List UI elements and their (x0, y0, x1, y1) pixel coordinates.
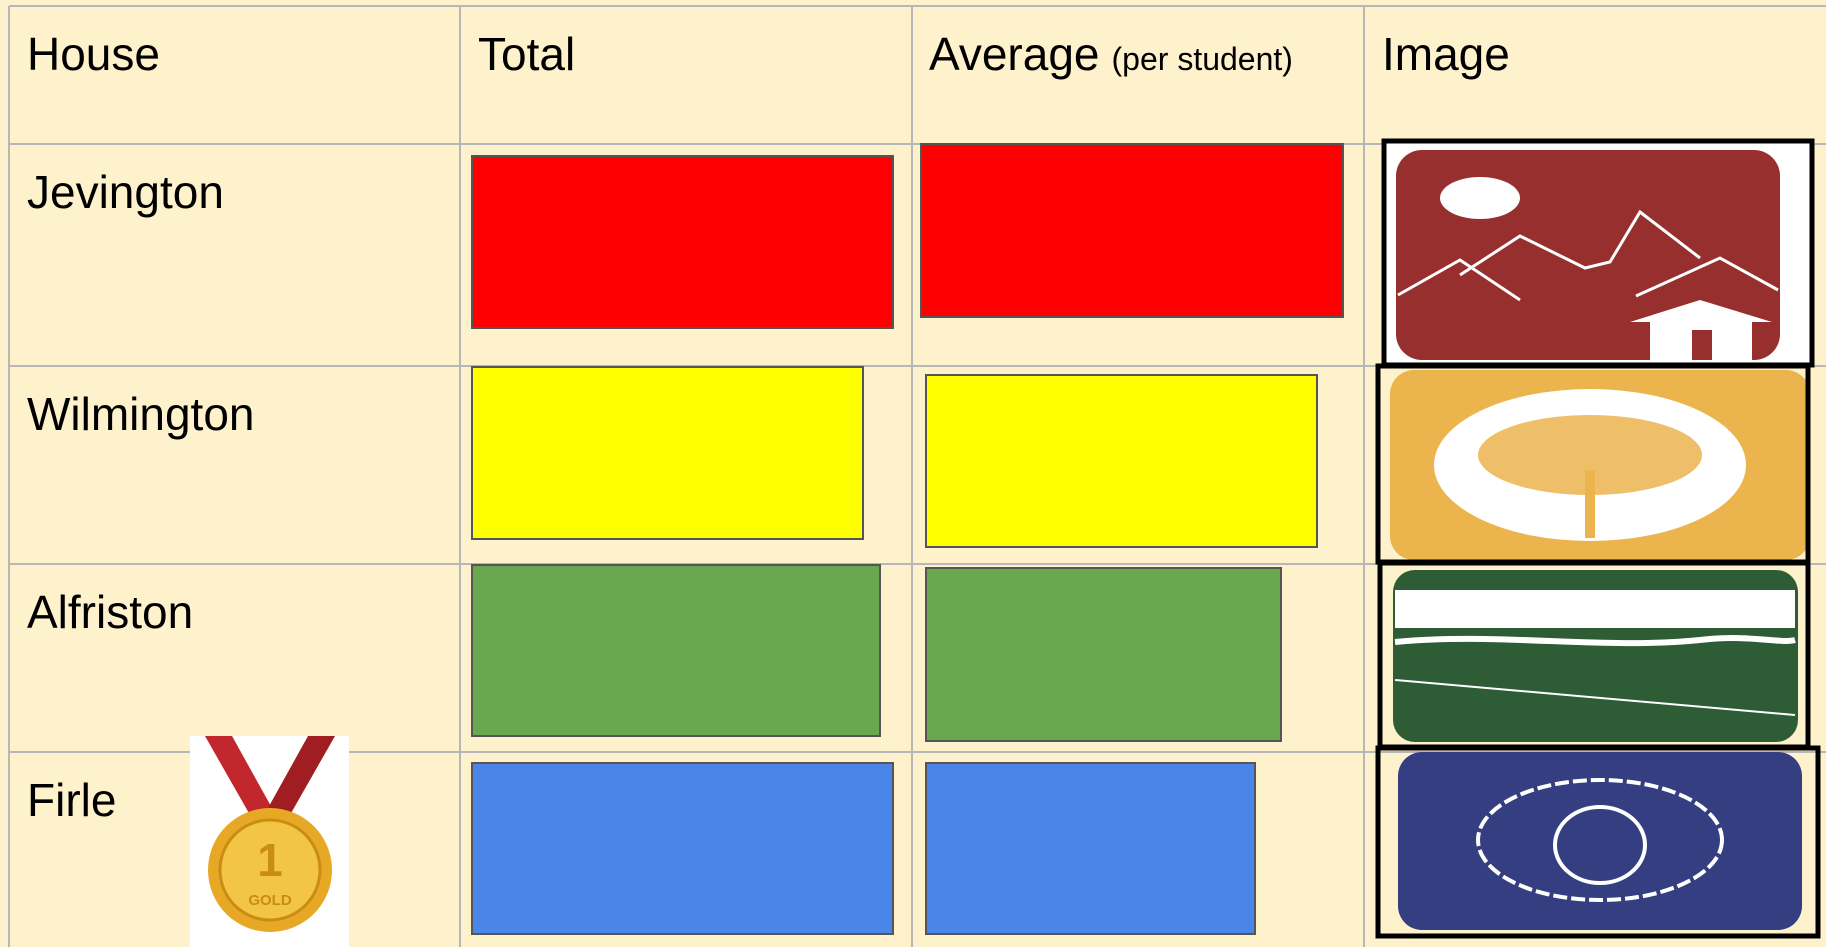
total-bar (472, 565, 880, 736)
house-name: Alfriston (27, 586, 193, 638)
house-name: Wilmington (27, 388, 255, 440)
medal: 1 GOLD (190, 736, 349, 947)
house-image (1378, 366, 1810, 562)
house-image (1384, 141, 1812, 365)
average-bar (926, 375, 1317, 547)
house-image (1378, 748, 1818, 936)
medal-number: 1 (257, 834, 283, 886)
average-bar (926, 568, 1281, 741)
house-image (1380, 563, 1808, 747)
header-cell: House (27, 28, 160, 80)
average-bar (921, 144, 1343, 317)
average-bar (926, 763, 1255, 934)
header-cell: Total (478, 28, 575, 80)
slide: House Total Average (per student) Image J… (0, 0, 1826, 947)
total-bar (472, 763, 893, 934)
header-main: Average (929, 28, 1100, 80)
header-cell: Image (1382, 28, 1510, 80)
header-sub: (per student) (1112, 41, 1293, 77)
total-bar (472, 367, 863, 539)
total-bar (472, 156, 893, 328)
house-name: Jevington (27, 166, 224, 218)
page: House Total Average (per student) Image J… (0, 0, 1826, 947)
medal-label: GOLD (248, 892, 291, 909)
house-name: Firle (27, 774, 116, 826)
